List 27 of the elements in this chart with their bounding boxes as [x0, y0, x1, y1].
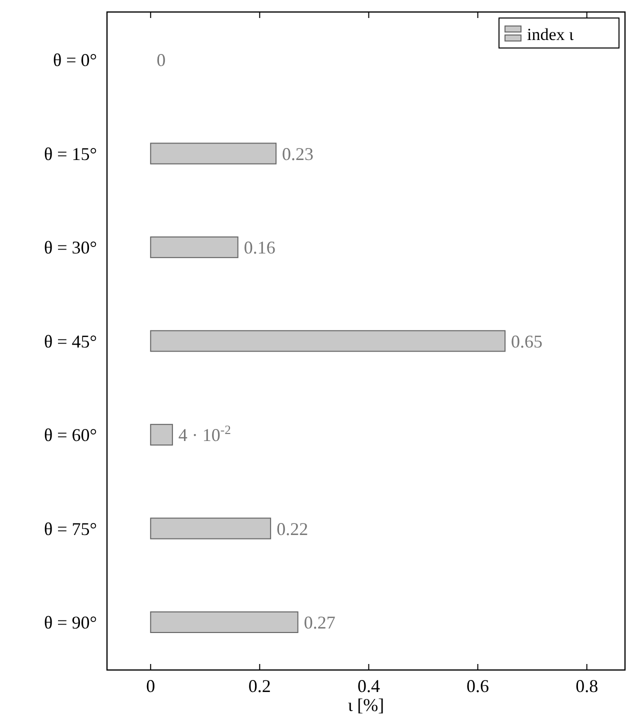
bar: [150, 518, 272, 540]
x-tick-label: 0.8: [576, 676, 598, 696]
bar: [150, 142, 277, 164]
x-axis-title: ι [%]: [348, 695, 384, 715]
bar: [150, 611, 298, 634]
y-tick-label: θ = 75°: [44, 518, 97, 539]
y-tick-label: θ = 15°: [44, 144, 97, 164]
y-tick-label: θ = 90°: [44, 612, 97, 632]
x-tick-label: 0: [146, 676, 156, 696]
bar: [150, 424, 173, 446]
text: 0.65: [511, 331, 543, 352]
y-tick-label: θ = 0°: [53, 50, 97, 70]
text: 0.16: [244, 238, 276, 258]
text: 0.27: [304, 612, 336, 632]
legend-label: index ι: [527, 24, 574, 44]
text: 0: [156, 50, 166, 70]
text: 4 · 10$^{-2}$: [178, 423, 231, 446]
bar: [150, 330, 506, 352]
y-tick-label: θ = 30°: [44, 238, 97, 258]
y-tick-label: θ = 45°: [44, 331, 97, 352]
y-tick-label: θ = 60°: [44, 425, 97, 446]
bar: [150, 236, 238, 258]
text: 0.23: [282, 144, 314, 164]
text: 0.22: [276, 518, 308, 539]
x-tick-label: 0.6: [466, 676, 490, 696]
x-tick-label: 0.4: [357, 676, 380, 696]
x-tick-label: 0.2: [248, 676, 271, 696]
